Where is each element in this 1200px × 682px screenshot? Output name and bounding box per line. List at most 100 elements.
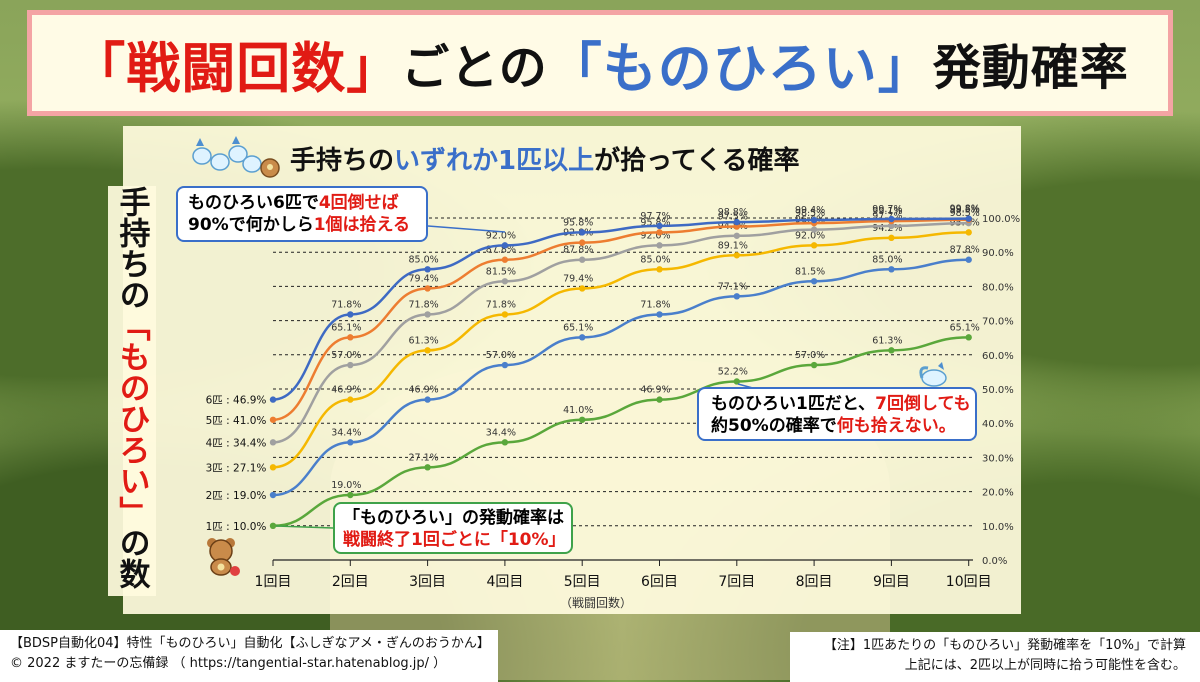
data-label: 87.8% — [950, 245, 980, 256]
series-line-3 — [272, 231, 969, 469]
data-point — [579, 416, 586, 423]
y-tick-label: 50.0% — [982, 385, 1014, 396]
data-label: 61.3% — [872, 335, 902, 346]
ylabel-highlight: 「ものひろい」 — [113, 310, 150, 527]
ylabel-pre: 手持ちの — [113, 186, 150, 310]
subtitle-pre: 手持ちの — [290, 146, 395, 176]
x-tick-label: 6回目 — [641, 574, 678, 590]
data-label: 98.5% — [950, 208, 980, 219]
data-point — [347, 311, 354, 318]
data-point — [656, 242, 663, 249]
data-label: 46.9% — [640, 385, 670, 396]
data-point — [501, 439, 509, 446]
data-point — [347, 396, 354, 403]
ylabel-post: の数 — [113, 527, 150, 589]
data-point — [888, 347, 895, 354]
data-point — [888, 266, 895, 273]
data-point — [810, 242, 818, 249]
footer-note-1: 【注】1匹あたりの「ものひろい」発動確率を「10%」で計算 — [823, 638, 1186, 653]
x-axis-title: （戦闘回数） — [560, 596, 633, 610]
data-label: 92.0% — [795, 230, 825, 241]
data-point — [733, 293, 740, 300]
data-point — [269, 522, 277, 529]
data-label: 95.8% — [563, 217, 593, 228]
data-point — [347, 491, 354, 499]
callout-six-pickups: ものひろい6匹で4回倒せば 90%で何かしら1個は拾える — [176, 186, 428, 242]
data-point — [347, 439, 354, 446]
data-point — [579, 285, 586, 292]
data-label: 85.0% — [640, 254, 670, 265]
data-label: 57.0% — [331, 350, 361, 361]
data-point — [269, 416, 277, 423]
data-point — [501, 278, 509, 285]
data-label: 52.2% — [718, 366, 748, 377]
data-point — [424, 311, 431, 318]
callout-one-pickup: ものひろい1匹だと、7回倒しても 約50%の確率で何も拾えない。 — [697, 387, 977, 441]
data-label: 65.1% — [950, 322, 980, 333]
title-part-pickup: 「ものひろい」 — [547, 36, 933, 100]
data-point — [579, 229, 586, 236]
data-point — [424, 285, 431, 292]
data-point — [501, 256, 509, 263]
callout-pointer-bottom — [275, 525, 334, 529]
data-point — [424, 464, 431, 471]
data-point — [424, 266, 431, 273]
callout-top-emph-2: 1個は拾える — [313, 215, 411, 236]
y-tick-label: 80.0% — [982, 282, 1014, 293]
x-tick-label: 8回目 — [796, 574, 833, 590]
data-label: 99.5% — [950, 205, 980, 216]
data-point — [965, 334, 972, 341]
y-tick-label: 20.0% — [982, 488, 1014, 499]
data-label: 94.2% — [872, 223, 902, 234]
data-point — [656, 229, 663, 236]
series-line-5 — [272, 218, 969, 422]
data-point — [424, 347, 431, 354]
title-part-rate: 発動確率 — [932, 40, 1129, 96]
series-start-label: 1匹 : 10.0% — [206, 521, 267, 533]
callout-right-emph-2: 何も拾えない。 — [836, 416, 956, 437]
callout-bottom-text-1: 「ものひろい」の発動確率は — [343, 508, 564, 528]
pachirisu-icon — [919, 362, 947, 387]
callout-pointer-top — [427, 225, 506, 233]
data-point — [269, 396, 277, 403]
footer-title: 【BDSP自動化04】特性「ものひろい」自動化【ふしぎなアメ・ぎんのおうかん】 — [10, 636, 490, 651]
data-point — [656, 266, 663, 273]
data-point — [579, 239, 586, 246]
data-point — [501, 311, 509, 318]
title-part-battles: 「戦闘回数」 — [71, 36, 402, 100]
title-banner: 「戦闘回数」 ごとの 「ものひろい」 発動確率 — [27, 10, 1173, 116]
data-point — [656, 222, 663, 230]
data-label: 98.8% — [718, 207, 748, 218]
data-point — [810, 278, 818, 285]
data-label: 65.1% — [331, 322, 361, 333]
data-point — [656, 311, 663, 318]
data-label: 57.0% — [486, 350, 516, 361]
data-label: 71.8% — [331, 299, 361, 310]
series-line-4 — [272, 221, 969, 444]
series-line-1 — [272, 336, 969, 528]
data-point — [888, 215, 895, 223]
data-label: 71.8% — [409, 299, 439, 310]
data-point — [269, 439, 277, 446]
data-point — [965, 256, 972, 263]
data-point — [810, 216, 818, 224]
chart-subtitle: 手持ちのいずれか1匹以上が拾ってくる確率 — [290, 140, 800, 177]
y-tick-label: 90.0% — [982, 248, 1014, 259]
data-label: 71.8% — [486, 299, 516, 310]
y-tick-label: 100.0% — [982, 214, 1020, 225]
data-point — [579, 256, 586, 263]
x-tick-label: 10回目 — [946, 574, 992, 590]
footer-copyright: © 2022 ますたーの忘備録 （ https://tangential-sta… — [10, 655, 447, 671]
x-tick-label: 2回目 — [332, 574, 369, 590]
data-label: 19.0% — [331, 480, 361, 491]
data-point — [965, 229, 972, 236]
data-label: 77.1% — [718, 281, 748, 292]
data-point — [424, 396, 431, 403]
data-label: 97.5% — [718, 212, 748, 223]
pachirisu-group-icon — [192, 136, 280, 178]
data-point — [733, 232, 740, 239]
callout-top-text-1: ものひろい6匹で — [188, 193, 319, 213]
y-axis-title: 手持ちの 「ものひろい」 の数 — [108, 186, 156, 596]
data-point — [656, 396, 663, 403]
